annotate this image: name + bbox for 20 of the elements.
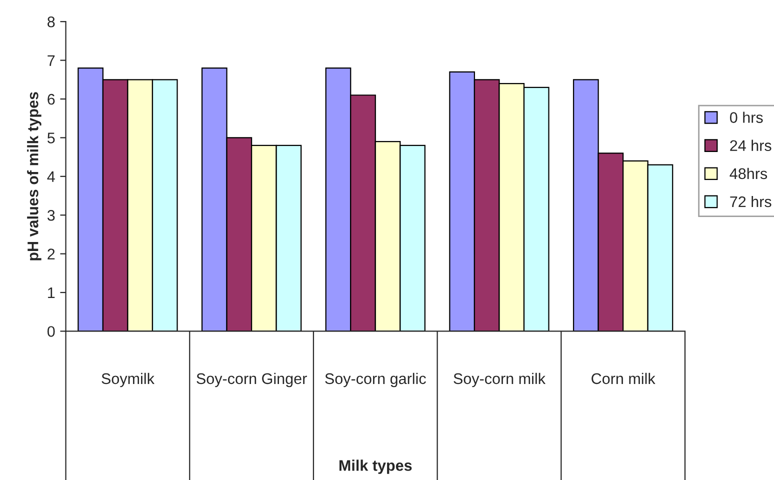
y-tick-label: 3 [47,210,55,221]
legend-label: 48hrs [730,168,768,180]
y-tick-label: 8 [48,16,55,28]
legend-label: 0 hrs [730,112,763,123]
y-tick-label: 2 [48,248,55,260]
x-axis-title: Milk types [339,460,412,474]
x-tick-label: Soy-corn Ginger [196,372,307,388]
y-axis-title: pH values of milk types [27,92,42,260]
x-tick-label: Soy-corn milk [454,372,546,388]
legend-label: 72 hrs [730,196,772,208]
y-tick-label: 4 [47,171,55,182]
y-tick-label: 5 [47,132,55,144]
x-tick-label: Soy-corn garlic [325,372,426,388]
legend-label: 24 hrs [730,140,772,152]
x-tick-label: Soymilk [102,372,154,388]
y-tick-label: 7 [48,55,55,66]
y-tick-label: 1 [48,288,55,298]
y-tick-label: 6 [48,94,55,105]
x-tick-label: Corn milk [592,372,656,384]
y-tick-label: 0 [47,326,55,337]
